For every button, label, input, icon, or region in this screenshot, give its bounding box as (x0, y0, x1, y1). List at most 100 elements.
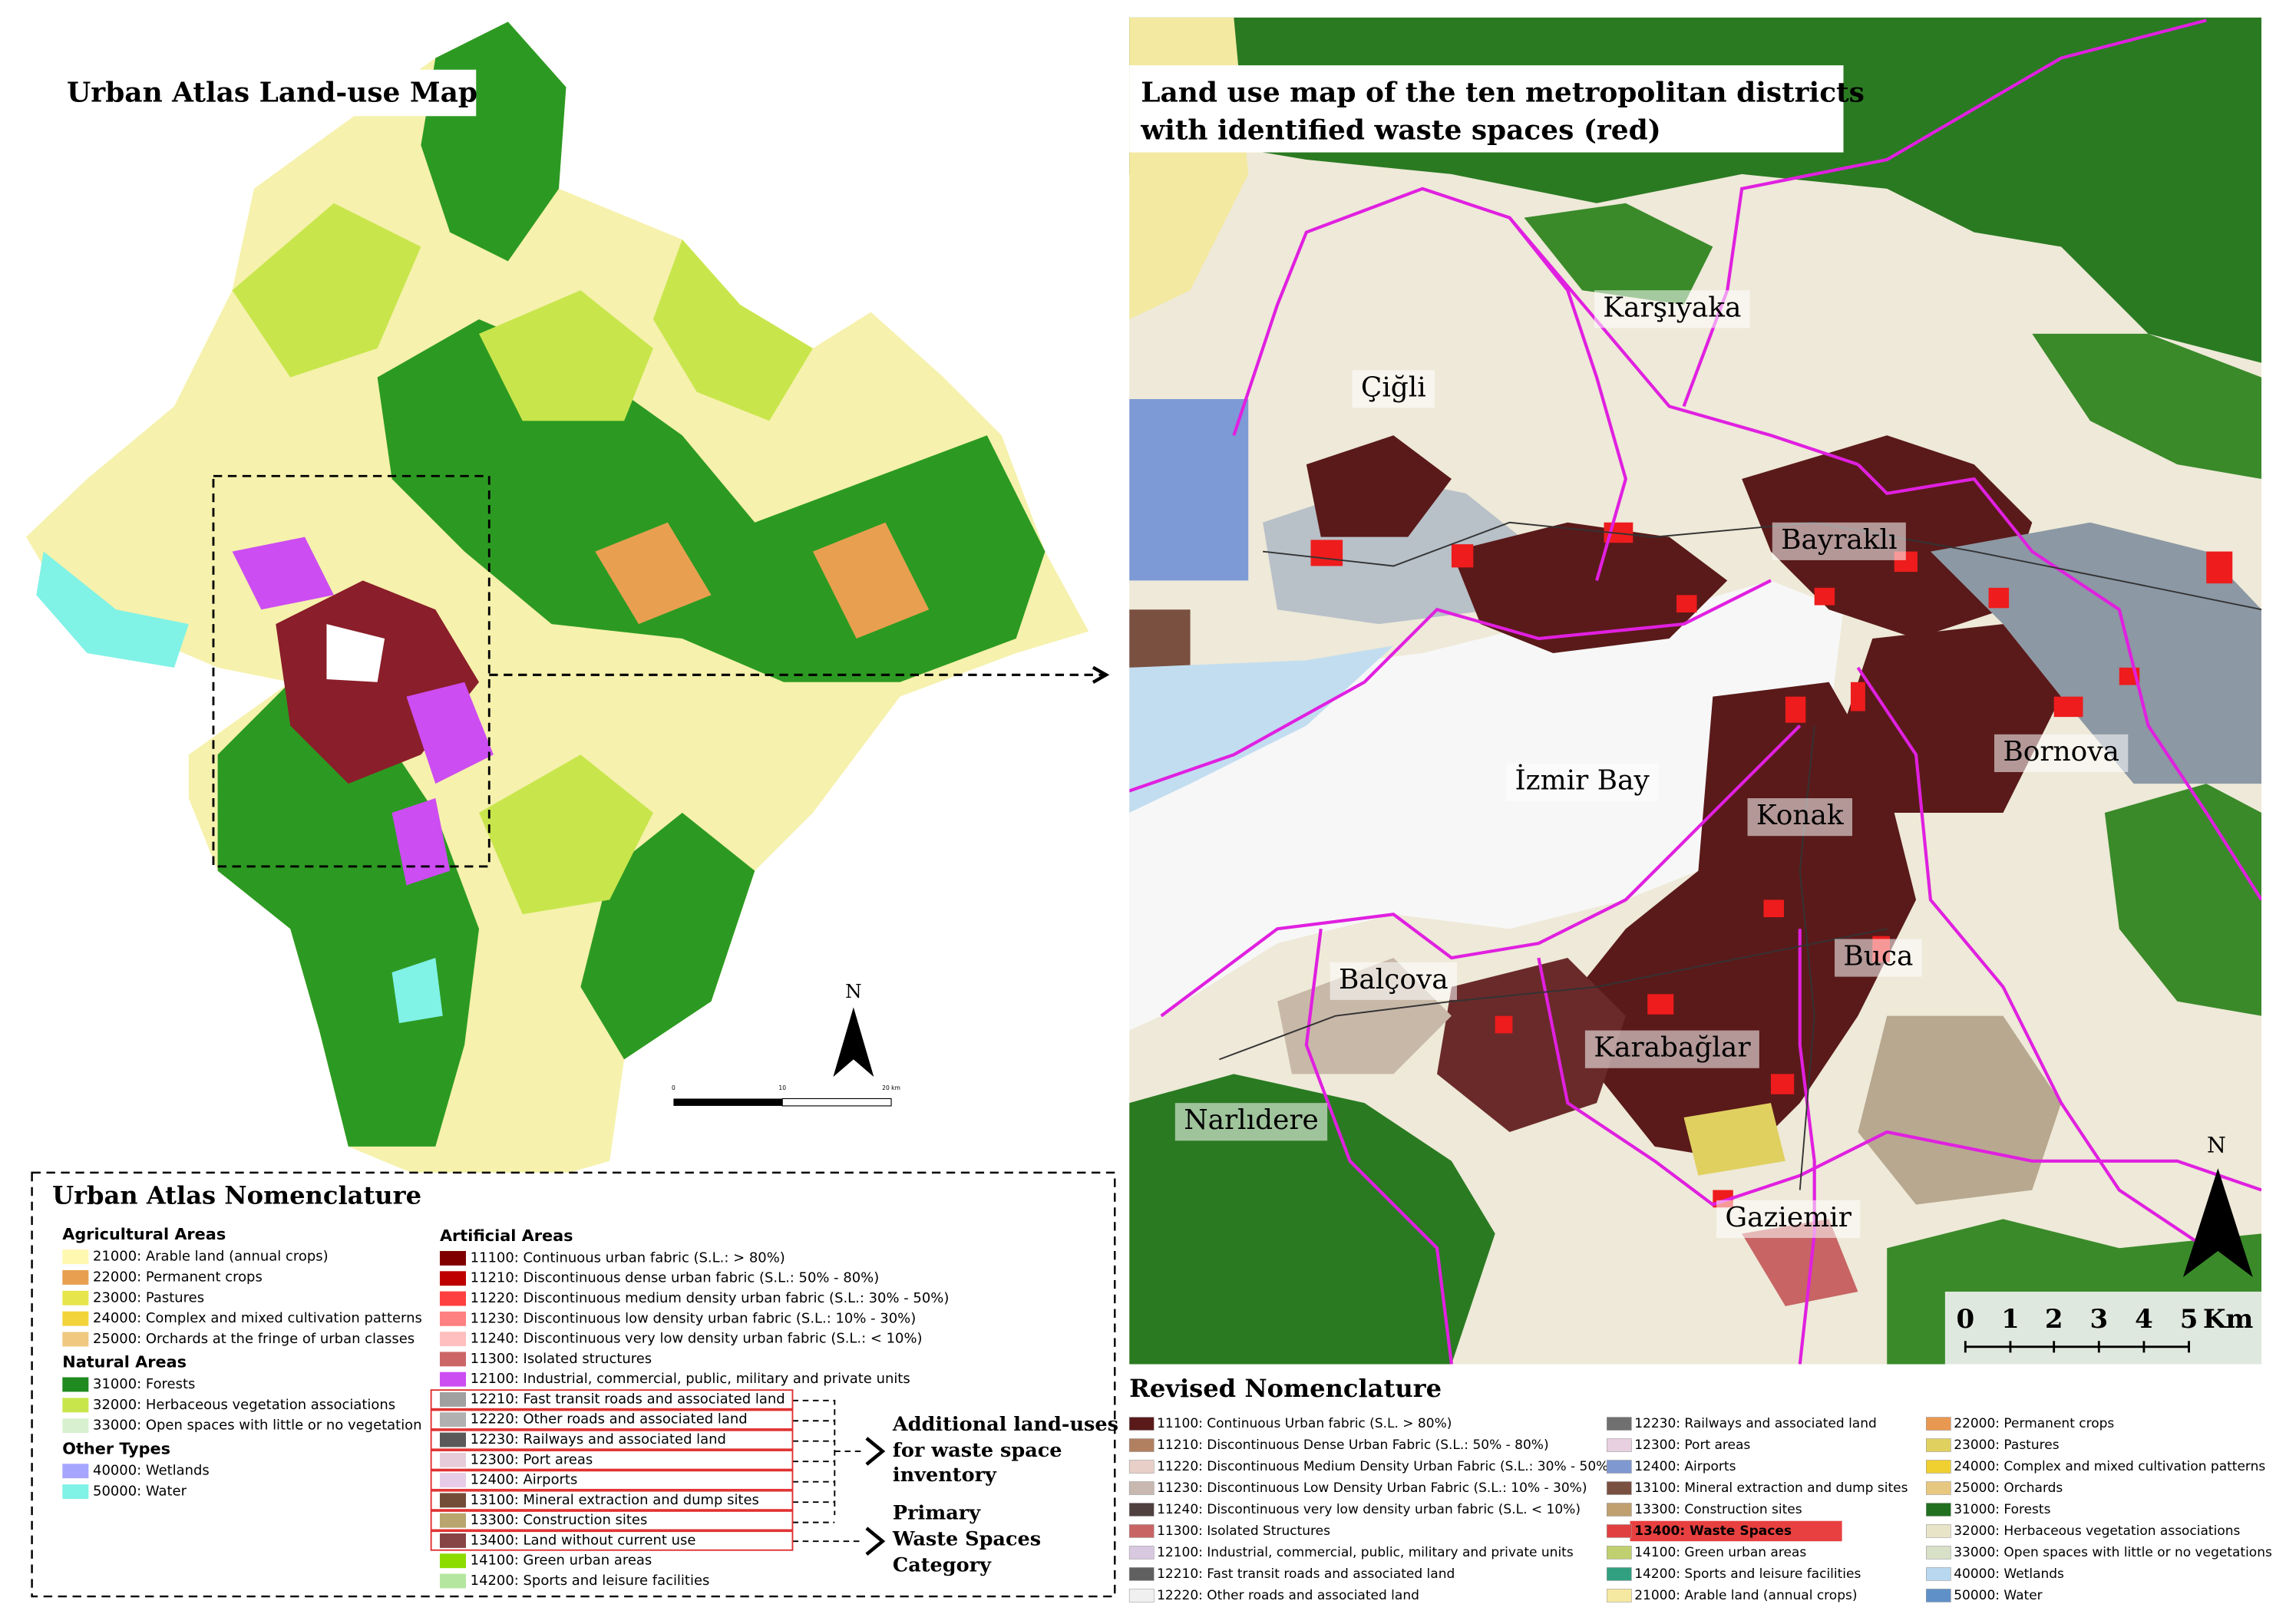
legend-swatch (1128, 1417, 1155, 1431)
place-label: İzmir Bay (1515, 764, 1650, 797)
legend-label: 12400: Airports (471, 1472, 578, 1488)
place-label: Narlıdere (1184, 1104, 1319, 1136)
legend-swatch (1925, 1567, 1951, 1581)
scale-label: 4 (2135, 1304, 2153, 1335)
legend-label: 11240: Discontinuous very low density ur… (471, 1331, 923, 1347)
place-label: Karabağlar (1594, 1032, 1751, 1064)
legend-swatch (1925, 1524, 1951, 1538)
legend-swatch (1606, 1481, 1632, 1495)
legend-label: 11210: Discontinuous dense urban fabric … (471, 1270, 880, 1286)
legend-label: 12230: Railways and associated land (1634, 1416, 1877, 1431)
place-label: Bayraklı (1781, 524, 1897, 556)
annotation: Category (893, 1553, 992, 1576)
legend-label: 12220: Other roads and associated land (471, 1411, 748, 1428)
legend-swatch (1925, 1546, 1951, 1560)
legend-label: 11230: Discontinuous Low Density Urban F… (1157, 1480, 1587, 1496)
legend-swatch (1128, 1503, 1155, 1517)
right-map (1129, 17, 2262, 1365)
legend-swatch (439, 1553, 466, 1569)
north-arrow (833, 1007, 874, 1078)
legend-label: 40000: Wetlands (1954, 1566, 2064, 1582)
legend-label: 40000: Wetlands (93, 1463, 210, 1479)
right-legend: Revised Nomenclature 11100: Continuous U… (1128, 1374, 2272, 1603)
legend-swatch (62, 1464, 89, 1479)
scale-label: 20 km (882, 1084, 900, 1091)
title-box (55, 69, 477, 117)
legend-heading: Agricultural Areas (62, 1225, 226, 1243)
scale-box (1944, 1291, 2262, 1365)
legend-label: 12100: Industrial, commercial, public, m… (471, 1371, 910, 1387)
legend-swatch (1925, 1417, 1951, 1431)
legend-label: 11100: Continuous urban fabric (S.L.: > … (471, 1249, 785, 1266)
place-label: Bornova (2003, 736, 2119, 767)
legend-label: 50000: Water (93, 1484, 187, 1500)
legend-highlight (430, 1450, 794, 1471)
legend-highlight (430, 1429, 794, 1451)
legend-label: 12210: Fast transit roads and associated… (1157, 1566, 1455, 1582)
legend-swatch (1925, 1438, 1951, 1452)
legend-swatch (62, 1332, 89, 1347)
legend-swatch (439, 1291, 466, 1306)
legend-label: 22000: Permanent crops (93, 1269, 263, 1285)
legend-swatch (439, 1473, 466, 1488)
legend-label: 12210: Fast transit roads and associated… (471, 1391, 785, 1407)
place-label-bg (1716, 1200, 1861, 1238)
legend-swatch (1606, 1503, 1632, 1517)
annotation: Primary (893, 1501, 981, 1524)
legend-label: 21000: Arable land (annual crops) (93, 1249, 329, 1265)
right-map-title: with identified waste spaces (red) (1140, 114, 1660, 147)
legend-label: 13100: Mineral extraction and dump sites (1634, 1480, 1908, 1496)
legend-title: Urban Atlas Nomenclature (52, 1181, 421, 1210)
legend-swatch (1925, 1503, 1951, 1517)
legend-highlight (1630, 1520, 1842, 1542)
legend-swatch (439, 1251, 466, 1266)
legend-label: 11220: Discontinuous medium density urba… (471, 1290, 950, 1306)
legend-label: 21000: Arable land (annual crops) (1634, 1588, 1857, 1603)
legend-swatch (62, 1249, 89, 1265)
legend-swatch (1128, 1546, 1155, 1560)
legend-label: 11100: Continuous Urban fabric (S.L. > 8… (1157, 1416, 1452, 1431)
legend-swatch (1606, 1589, 1632, 1603)
north-label: N (2207, 1132, 2226, 1157)
legend-swatch (1128, 1567, 1155, 1581)
legend-highlight (430, 1510, 794, 1531)
annotation: Additional land-uses (892, 1413, 1118, 1436)
place-label: Karşıyaka (1603, 292, 1741, 323)
bracket (792, 1399, 864, 1543)
zoom-box (212, 474, 491, 868)
scale-label: 3 (2089, 1304, 2108, 1335)
legend-swatch (1606, 1438, 1632, 1452)
place-label: Balçova (1339, 964, 1449, 995)
legend-label: 13400: Waste Spaces (1634, 1523, 1792, 1539)
legend-label: 12220: Other roads and associated land (1157, 1588, 1419, 1603)
north-arrow (2182, 1168, 2253, 1278)
legend-label: 50000: Water (1954, 1588, 2042, 1603)
legend-swatch (1128, 1460, 1155, 1474)
scale-label: 10 (778, 1084, 786, 1091)
legend-swatch (1606, 1417, 1632, 1431)
legend-label: 22000: Permanent crops (1954, 1416, 2114, 1431)
left-legend: Urban Atlas Nomenclature Agricultural Ar… (31, 1171, 1118, 1598)
legend-heading: Natural Areas (62, 1353, 187, 1371)
legend-swatch (1925, 1460, 1951, 1474)
title-box (1129, 65, 1844, 153)
legend-label: 23000: Pastures (93, 1289, 204, 1305)
left-map: Urban Atlas Land-use Map N 0 10 20 km (26, 21, 1110, 1190)
legend-label: 33000: Open spaces with little or no veg… (1954, 1545, 2272, 1560)
legend-label: 13100: Mineral extraction and dump sites (471, 1492, 759, 1508)
legend-label: 24000: Complex and mixed cultivation pat… (93, 1310, 422, 1326)
scale-bar (781, 1098, 892, 1107)
place-label-bg (1994, 734, 2129, 772)
legend-swatch (439, 1573, 466, 1589)
bracket-arrow (865, 1437, 886, 1556)
legend-swatch (439, 1352, 466, 1367)
scale-label: 5 (2180, 1304, 2198, 1335)
legend-label: 33000: Open spaces with little or no veg… (93, 1418, 422, 1434)
legend-highlight (430, 1530, 794, 1551)
legend-swatch (62, 1269, 89, 1285)
place-label-bg (1772, 522, 1906, 560)
scale-bar (1964, 1341, 2190, 1353)
legend-swatch (1606, 1546, 1632, 1560)
legend-highlight (430, 1470, 794, 1490)
place-label-bg (1352, 370, 1435, 408)
